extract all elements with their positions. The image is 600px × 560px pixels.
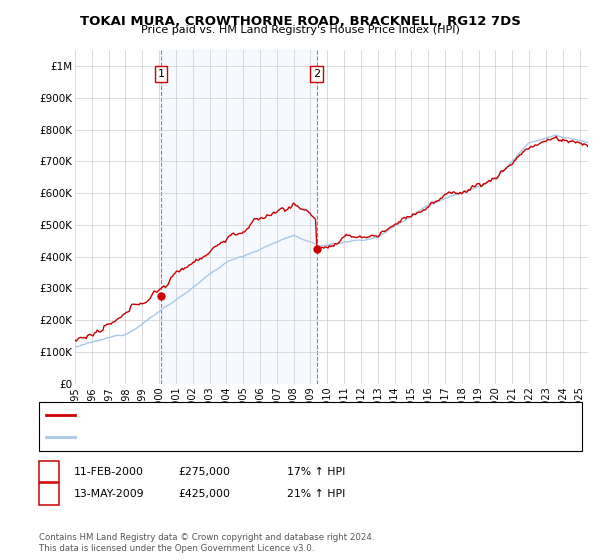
Text: HPI: Average price, detached house, Bracknell Forest: HPI: Average price, detached house, Brac… bbox=[82, 432, 347, 442]
Text: 11-FEB-2000: 11-FEB-2000 bbox=[74, 466, 144, 477]
Text: 21% ↑ HPI: 21% ↑ HPI bbox=[287, 489, 345, 499]
Text: TOKAI MURA, CROWTHORNE ROAD, BRACKNELL, RG12 7DS: TOKAI MURA, CROWTHORNE ROAD, BRACKNELL, … bbox=[80, 15, 520, 27]
Bar bbox=[161, 50, 317, 384]
Text: 1: 1 bbox=[45, 465, 53, 478]
Text: £275,000: £275,000 bbox=[179, 466, 231, 477]
Text: 2: 2 bbox=[45, 487, 53, 501]
Text: 1: 1 bbox=[158, 69, 164, 79]
Text: TOKAI MURA, CROWTHORNE ROAD, BRACKNELL, RG12 7DS (detached house): TOKAI MURA, CROWTHORNE ROAD, BRACKNELL, … bbox=[82, 410, 469, 420]
Text: 17% ↑ HPI: 17% ↑ HPI bbox=[287, 466, 345, 477]
Text: Contains HM Land Registry data © Crown copyright and database right 2024.
This d: Contains HM Land Registry data © Crown c… bbox=[39, 533, 374, 553]
Text: £425,000: £425,000 bbox=[179, 489, 231, 499]
Text: Price paid vs. HM Land Registry's House Price Index (HPI): Price paid vs. HM Land Registry's House … bbox=[140, 25, 460, 35]
Text: 13-MAY-2009: 13-MAY-2009 bbox=[74, 489, 145, 499]
Text: 2: 2 bbox=[313, 69, 320, 79]
